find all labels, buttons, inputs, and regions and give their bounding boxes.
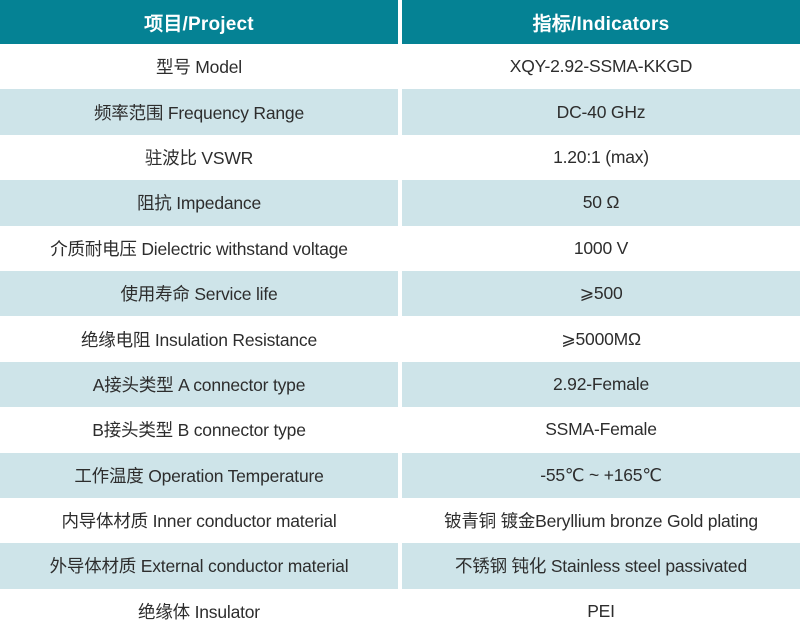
header-cell-indicators: 指标/Indicators [402, 0, 800, 44]
indicator-cell: XQY-2.92-SSMA-KKGD [402, 44, 800, 90]
indicator-cell: 50 Ω [402, 180, 800, 226]
project-cell: B接头类型 B connector type [0, 407, 398, 453]
column-divider [398, 134, 402, 181]
table-row-dielectric-withstand-voltage: 介质耐电压 Dielectric withstand voltage 1000 … [0, 225, 800, 271]
column-divider [398, 44, 402, 90]
table-row-frequency-range: 频率范围 Frequency Range DC-40 GHz [0, 89, 800, 135]
project-cell: 内导体材质 Inner conductor material [0, 497, 398, 544]
table-row-inner-conductor-material: 内导体材质 Inner conductor material 铍青铜 镀金Ber… [0, 497, 800, 544]
table-row-insulation-resistance: 绝缘电阻 Insulation Resistance ⩾5000MΩ [0, 316, 800, 362]
indicator-cell: ⩾500 [402, 270, 800, 317]
column-divider [398, 497, 402, 544]
table-row-b-connector-type: B接头类型 B connector type SSMA-Female [0, 407, 800, 453]
table-row-model: 型号 Model XQY-2.92-SSMA-KKGD [0, 44, 800, 90]
indicator-cell: ⩾5000MΩ [402, 316, 800, 362]
project-cell: A接头类型 A connector type [0, 361, 398, 408]
table-row-impedance: 阻抗 Impedance 50 Ω [0, 180, 800, 226]
project-cell: 型号 Model [0, 44, 398, 90]
column-divider [398, 225, 402, 271]
column-divider [398, 452, 402, 498]
project-cell: 工作温度 Operation Temperature [0, 452, 398, 498]
column-divider [398, 543, 402, 589]
table-header-row: 项目/Project 指标/Indicators [0, 0, 800, 44]
indicator-cell: SSMA-Female [402, 407, 800, 453]
table-row-service-life: 使用寿命 Service life ⩾500 [0, 270, 800, 317]
indicator-cell: 铍青铜 镀金Beryllium bronze Gold plating [402, 497, 800, 544]
indicator-cell: 1000 V [402, 225, 800, 271]
column-divider [398, 316, 402, 362]
table-row-external-conductor-material: 外导体材质 External conductor material 不锈钢 钝化… [0, 543, 800, 589]
project-cell: 绝缘体 Insulator [0, 588, 398, 634]
project-cell: 驻波比 VSWR [0, 134, 398, 181]
project-cell: 介质耐电压 Dielectric withstand voltage [0, 225, 398, 271]
indicator-cell: -55℃ ~ +165℃ [402, 452, 800, 498]
column-divider [398, 407, 402, 453]
column-divider [398, 361, 402, 408]
table-row-a-connector-type: A接头类型 A connector type 2.92-Female [0, 361, 800, 408]
column-divider [398, 89, 402, 135]
project-cell: 绝缘电阻 Insulation Resistance [0, 316, 398, 362]
table-row-insulator: 绝缘体 Insulator PEI [0, 588, 800, 634]
column-divider [398, 180, 402, 226]
indicator-cell: PEI [402, 588, 800, 634]
column-divider [398, 0, 402, 44]
table-row-operation-temperature: 工作温度 Operation Temperature -55℃ ~ +165℃ [0, 452, 800, 498]
table-row-vswr: 驻波比 VSWR 1.20:1 (max) [0, 134, 800, 181]
column-divider [398, 270, 402, 317]
project-cell: 频率范围 Frequency Range [0, 89, 398, 135]
project-cell: 使用寿命 Service life [0, 270, 398, 317]
indicator-cell: 2.92-Female [402, 361, 800, 408]
project-cell: 外导体材质 External conductor material [0, 543, 398, 589]
column-divider [398, 588, 402, 634]
indicator-cell: DC-40 GHz [402, 89, 800, 135]
header-cell-project: 项目/Project [0, 0, 398, 44]
project-cell: 阻抗 Impedance [0, 180, 398, 226]
indicator-cell: 不锈钢 钝化 Stainless steel passivated [402, 543, 800, 589]
indicator-cell: 1.20:1 (max) [402, 134, 800, 181]
